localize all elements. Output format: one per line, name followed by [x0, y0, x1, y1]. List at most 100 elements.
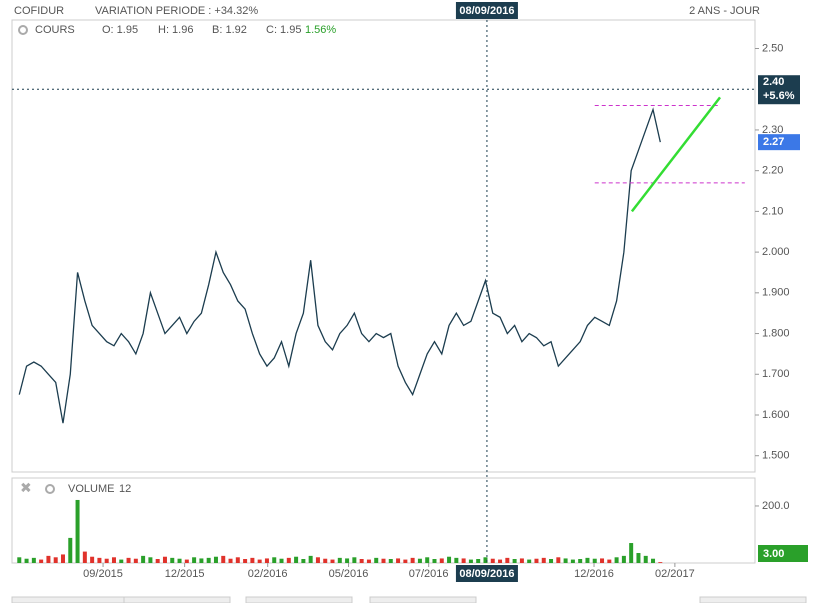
- volume-bar: [192, 557, 197, 563]
- volume-bar: [636, 553, 641, 563]
- volume-bar: [75, 499, 80, 563]
- volume-bar: [396, 558, 401, 563]
- volume-bar: [490, 558, 495, 563]
- x-tick-label: 12/2016: [574, 568, 614, 580]
- crosshair-date: 08/09/2016: [459, 5, 514, 17]
- volume-bar: [519, 558, 524, 563]
- volume-bar: [272, 557, 277, 563]
- y-tick-label: 2.20: [762, 165, 783, 177]
- volume-bar: [643, 555, 648, 563]
- volume-bar: [243, 559, 248, 563]
- volume-bar: [417, 558, 422, 563]
- panel-label: VOLUME: [68, 483, 114, 495]
- volume-bar: [614, 557, 619, 563]
- volume-bar: [97, 557, 102, 563]
- volume-bar: [359, 559, 364, 563]
- volume-bar: [512, 559, 517, 563]
- x-tick-label: 02/2016: [248, 568, 288, 580]
- volume-bar: [592, 558, 597, 563]
- volume-bar: [170, 557, 175, 563]
- last-price: 2.27: [763, 136, 784, 148]
- date-box: [455, 2, 518, 19]
- volume-bar: [294, 556, 299, 563]
- volume-bar: [264, 558, 269, 563]
- volume-bar: [133, 558, 138, 563]
- date-box: [455, 565, 518, 582]
- volume-bar: [279, 558, 284, 563]
- volume-bar: [410, 557, 415, 563]
- volume-bar: [250, 557, 255, 563]
- tab[interactable]: [245, 596, 353, 604]
- y-tick-label: 2.10: [762, 205, 783, 217]
- tab[interactable]: [123, 596, 231, 604]
- y-tick-label: 1.500: [762, 450, 790, 462]
- volume-bar: [352, 557, 357, 563]
- volume-bar: [17, 557, 22, 563]
- volume-bar: [476, 559, 481, 563]
- volume-bar: [432, 559, 437, 563]
- volume-bar: [345, 558, 350, 563]
- volume-bar: [505, 557, 510, 563]
- volume-bar: [126, 557, 131, 563]
- volume-bar: [31, 557, 36, 563]
- volume-bar: [257, 559, 262, 563]
- volume-bar: [213, 556, 218, 563]
- volume-bar: [388, 559, 393, 563]
- volume-bar: [454, 557, 459, 563]
- volume-bar: [447, 556, 452, 563]
- volume-bar: [308, 555, 313, 563]
- last-volume-box: [758, 545, 808, 562]
- crosshair-date: 08/09/2016: [459, 568, 514, 580]
- volume-bar: [585, 557, 590, 563]
- volume-bar: [498, 559, 503, 563]
- volume-bar: [607, 559, 612, 563]
- x-tick-label: 09/2015: [83, 568, 123, 580]
- volume-bar: [68, 537, 73, 563]
- volume-bar: [104, 558, 109, 563]
- panel-param: 12: [119, 483, 131, 495]
- volume-bar: [563, 558, 568, 563]
- price-panel: [11, 19, 756, 473]
- volume-bar: [221, 555, 226, 563]
- volume-bar: [651, 558, 656, 563]
- settings-icon[interactable]: [45, 484, 55, 494]
- y-tick-label: 2.000: [762, 246, 790, 258]
- volume-bar: [534, 558, 539, 563]
- volume-bar: [330, 559, 335, 563]
- volume-bar: [199, 558, 204, 563]
- volume-bar: [549, 559, 554, 563]
- volume-bar: [46, 555, 51, 563]
- volume-bar: [578, 559, 583, 563]
- tab[interactable]: [369, 596, 477, 604]
- volume-bar: [148, 557, 153, 563]
- ohlc-low: B: 1.92: [212, 24, 247, 36]
- y-tick-label: 2.50: [762, 42, 783, 54]
- panel-label: COURS: [35, 24, 75, 36]
- volume-bar: [629, 543, 634, 563]
- volume-bar: [90, 556, 95, 563]
- x-tick-label: 02/2017: [655, 568, 695, 580]
- volume-bar: [570, 559, 575, 563]
- volume-bar: [337, 557, 342, 563]
- volume-bar: [39, 559, 44, 563]
- volume-bar: [403, 559, 408, 563]
- x-tick-label: 05/2016: [329, 568, 369, 580]
- tab[interactable]: [699, 596, 807, 604]
- volume-bar: [82, 551, 87, 563]
- volume-bar: [286, 557, 291, 563]
- y-tick-label: 1.600: [762, 409, 790, 421]
- settings-icon[interactable]: [18, 25, 28, 35]
- volume-bar: [301, 559, 306, 563]
- ohlc-close: C: 1.95: [266, 24, 301, 36]
- close-icon[interactable]: ✖: [20, 480, 32, 496]
- period: 2 ANS - JOUR: [689, 5, 760, 17]
- volume-bar: [206, 557, 211, 563]
- symbol: COFIDUR: [14, 5, 64, 17]
- volume-bar: [541, 557, 546, 563]
- volume-bar: [155, 559, 160, 563]
- volume-bar: [461, 558, 466, 563]
- x-tick-label: 07/2016: [409, 568, 449, 580]
- volume-bar: [468, 559, 473, 563]
- volume-bar: [439, 558, 444, 563]
